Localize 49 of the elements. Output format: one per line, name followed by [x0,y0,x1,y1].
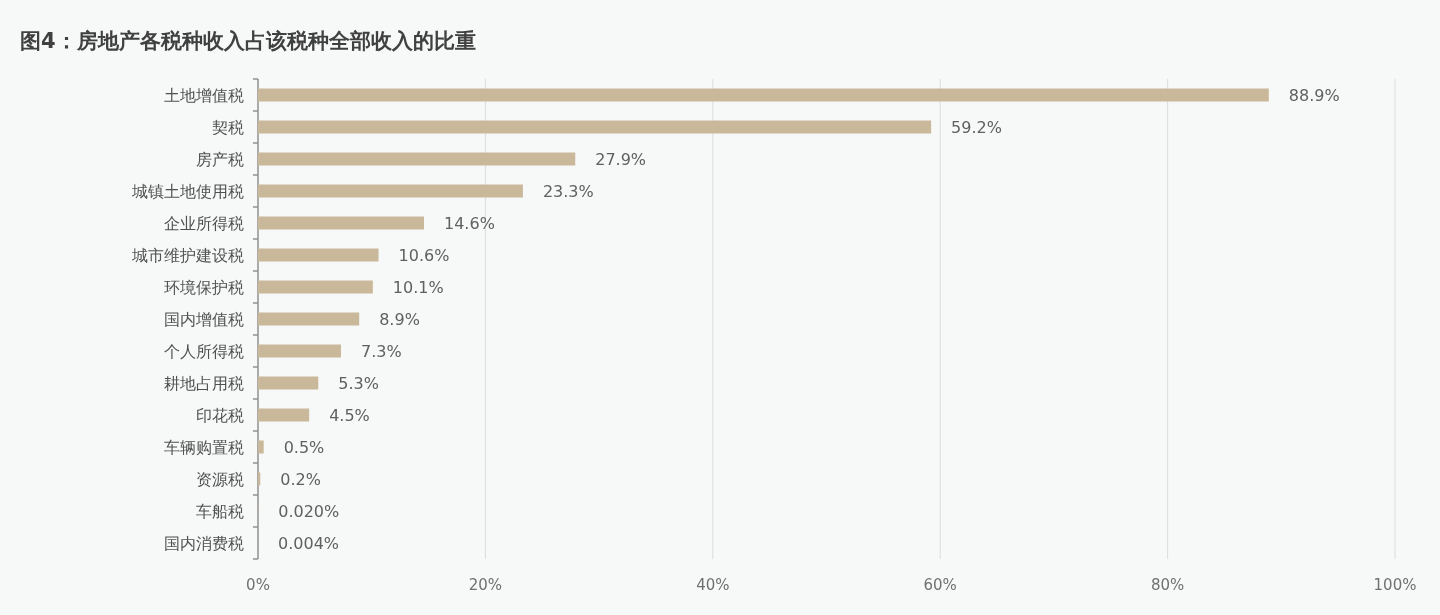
bar [258,376,319,390]
data-label: 23.3% [542,182,594,201]
data-label: 7.3% [361,342,402,361]
bar [258,184,523,198]
x-tick-label: 100% [1373,576,1417,594]
y-tick-label: 个人所得税 [164,342,244,361]
data-label: 8.9% [379,310,420,329]
data-label: 88.9% [1288,86,1340,105]
y-tick-label: 土地增值税 [164,86,244,105]
y-tick-label: 国内增值税 [164,310,244,329]
bar [258,440,264,454]
y-tick-label: 印花税 [196,406,244,425]
y-tick-label: 车船税 [196,502,244,521]
data-label: 59.2% [951,118,1002,137]
title: 图4：房地产各税种收入占该税种全部收入的比重 [20,29,476,53]
y-tick-label: 城镇土地使用税 [131,182,244,201]
bar [258,280,373,294]
x-tick-label: 60% [923,576,957,594]
data-label: 0.004% [278,534,340,553]
y-tick-label: 契税 [212,118,244,137]
y-tick-label: 城市维护建设税 [131,246,244,265]
x-tick-label: 80% [1150,576,1185,594]
data-label: 0.5% [283,438,325,457]
data-label: 0.2% [280,470,321,489]
data-label: 10.6% [398,246,450,265]
data-label: 14.6% [444,214,495,233]
y-tick-label: 车辆购置税 [164,438,244,457]
bar [258,312,360,326]
data-label: 27.9% [595,150,647,169]
y-tick-label: 企业所得税 [164,214,244,233]
data-label: 4.5% [329,406,370,425]
y-tick-label: 耕地占用税 [164,374,244,393]
bar [258,152,576,166]
x-tick-label: 20% [468,576,503,594]
bar [258,408,310,422]
x-tick-label: 40% [696,576,730,594]
data-label: 0.020% [278,502,340,521]
y-tick-label: 国内消费税 [164,534,244,553]
y-tick-label: 资源税 [196,470,244,489]
data-label: 10.1% [392,278,444,297]
bar [258,248,379,262]
bar [258,88,1269,102]
data-label: 5.3% [338,374,379,393]
y-tick-label: 房产税 [196,150,244,169]
y-tick-label: 环境保护税 [164,278,244,297]
bar [258,120,932,134]
x-tick-label: 0% [246,576,270,594]
bar [258,344,341,358]
bar [258,216,424,230]
